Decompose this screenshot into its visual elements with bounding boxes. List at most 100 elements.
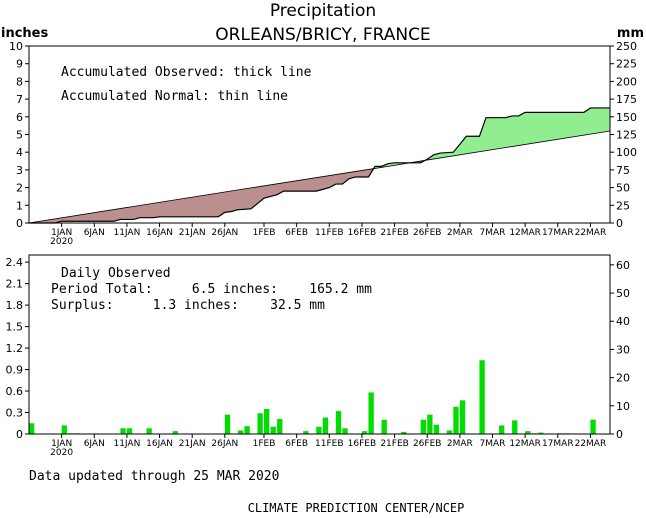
- deficit-area: [165, 199, 173, 218]
- x-tick-label: 16JAN: [146, 228, 173, 238]
- daily-bar: [335, 411, 342, 434]
- accumulated-panel: 0123456789100255075100125150175200225250…: [9, 40, 637, 247]
- deficit-area: [342, 172, 350, 185]
- surplus-area: [511, 115, 519, 147]
- y-tick-label: 0: [16, 217, 23, 230]
- year-label: 2020: [50, 448, 73, 458]
- daily-bar: [126, 428, 133, 434]
- daily-bar: [590, 419, 596, 434]
- deficit-area: [159, 201, 167, 218]
- x-tick-label: 1JAN: [51, 228, 72, 238]
- deficit-area: [191, 195, 199, 218]
- deficit-area: [283, 181, 291, 192]
- accumulated-axes: 0123456789100255075100125150175200225250…: [9, 40, 637, 247]
- x-tick-label: 26JAN: [211, 228, 238, 238]
- y2-tick-label: 0: [616, 217, 623, 230]
- x-tick-label: 6FEB: [285, 228, 308, 238]
- daily-bar: [538, 432, 544, 434]
- deficit-area: [231, 189, 239, 212]
- surplus-area: [550, 112, 559, 141]
- surplus-area: [459, 135, 467, 156]
- x-tick-label: 11JAN: [113, 439, 140, 449]
- daily-axes: 0 0.3 0.6 0.9 1.2 1.5 1.8 2.1 2.4 0 10 20 30 40 50 60 1J…: [6, 256, 631, 458]
- x-tick-label: 12MAR: [509, 228, 541, 238]
- y2-tick-label: 200: [616, 75, 637, 88]
- station-name: ORLEANS/BRICY, FRANCE: [215, 25, 430, 45]
- deficit-area: [139, 204, 147, 218]
- daily-bars: [29, 360, 596, 434]
- y-tick-label: 1.2: [6, 342, 24, 355]
- surplus-area: [505, 115, 513, 148]
- legend-observed: Accumulated Observed: thick line: [61, 65, 312, 80]
- daily-bar: [342, 428, 348, 434]
- x-tick-label: 16JAN: [146, 439, 173, 449]
- y-tick-label: 0.3: [6, 407, 24, 420]
- y2-tick-label: 25: [616, 199, 630, 212]
- x-tick-label: 6JAN: [84, 439, 105, 449]
- deficit-area: [309, 177, 317, 192]
- surplus-area: [537, 112, 545, 143]
- deficit-area: [126, 206, 134, 220]
- deficit-area: [185, 196, 193, 218]
- y2-tick-label: 150: [616, 111, 637, 124]
- y2-tick-label: 225: [616, 58, 637, 71]
- surplus-area: [466, 136, 474, 155]
- deficit-area: [172, 198, 180, 218]
- year-label: 2020: [50, 237, 73, 247]
- surplus-area: [544, 112, 552, 142]
- y2-tick-label: 40: [616, 315, 630, 328]
- x-tick-label: 26FEB: [413, 439, 442, 449]
- x-tick-label: 21JAN: [179, 439, 206, 449]
- x-tick-label: 1FEB: [253, 439, 276, 449]
- y-tick-label: 0.9: [6, 364, 24, 377]
- x-tick-label: 6FEB: [285, 439, 308, 449]
- period-total-text: Period Total: 6.5 inches: 165.2 mm: [51, 282, 372, 297]
- surplus-area: [492, 117, 500, 150]
- y-tick-label: 1: [16, 199, 23, 212]
- daily-bar: [270, 426, 276, 434]
- right-unit-label: mm: [617, 26, 644, 41]
- x-tick-label: 22MAR: [575, 228, 607, 238]
- daily-bar: [264, 408, 270, 434]
- daily-bar: [401, 431, 407, 434]
- daily-bar: [525, 431, 531, 434]
- deficit-area: [289, 180, 297, 192]
- x-tick-label: 16FEB: [348, 439, 377, 449]
- y2-tick-label: 60: [616, 259, 630, 272]
- daily-bar: [427, 414, 433, 434]
- daily-bar: [499, 425, 505, 434]
- x-tick-label: 1FEB: [253, 228, 276, 238]
- legend-normal: Accumulated Normal: thin line: [61, 89, 288, 104]
- deficit-area: [296, 179, 304, 192]
- surplus-area: [570, 112, 578, 138]
- y-tick-label: 1.5: [6, 321, 24, 334]
- normal-line: [28, 130, 611, 224]
- daily-bar: [446, 430, 453, 434]
- y-tick-label: 0.6: [6, 385, 24, 398]
- daily-bar: [479, 360, 485, 434]
- daily-bar: [368, 392, 374, 434]
- daily-bar: [420, 419, 427, 434]
- x-tick-label: 7MAR: [480, 228, 506, 238]
- source-credit: CLIMATE PREDICTION CENTER/NCEP: [248, 501, 465, 515]
- surplus-area: [590, 107, 598, 135]
- daily-bar: [433, 424, 440, 434]
- y-tick-label: 9: [16, 58, 23, 71]
- y2-tick-label: 30: [616, 343, 630, 356]
- x-tick-label: 11FEB: [315, 439, 344, 449]
- y-tick-label: 7: [16, 93, 23, 106]
- y-tick-label: 10: [9, 40, 23, 53]
- x-tick-label: 21JAN: [179, 228, 206, 238]
- deficit-area: [152, 202, 160, 218]
- daily-observed-label: Daily Observed: [61, 266, 171, 281]
- daily-bar: [146, 428, 152, 434]
- y-tick-label: 3: [16, 164, 23, 177]
- x-tick-label: 22MAR: [575, 439, 607, 449]
- chart-title: Precipitation: [270, 1, 376, 21]
- y2-tick-label: 125: [616, 129, 637, 142]
- x-tick-label: 21FEB: [380, 439, 409, 449]
- y-tick-label: 2: [16, 182, 23, 195]
- daily-bar: [381, 419, 387, 434]
- daily-bar: [322, 417, 329, 434]
